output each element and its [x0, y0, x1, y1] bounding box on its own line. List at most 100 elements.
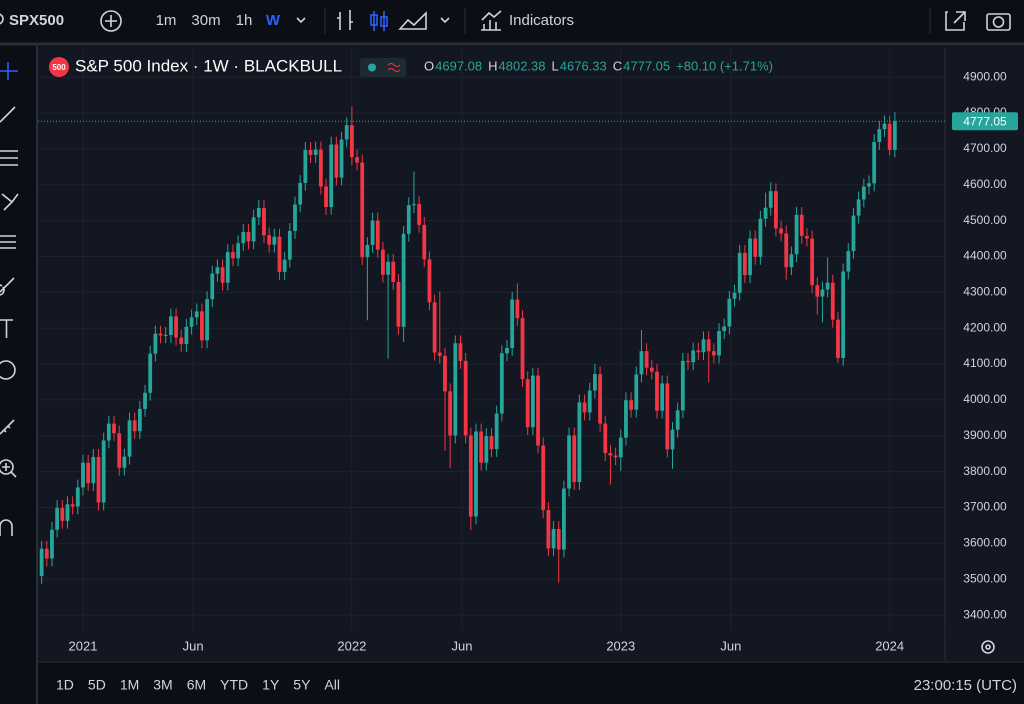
- candle-body: [262, 208, 266, 236]
- brush-tool[interactable]: [0, 277, 15, 296]
- candle-body: [892, 121, 897, 150]
- crosshair-tool[interactable]: [0, 62, 18, 80]
- candle-body: [613, 455, 618, 458]
- candle-body: [205, 299, 209, 341]
- range-button[interactable]: 5D: [88, 677, 106, 693]
- candle-body: [427, 259, 432, 303]
- indicators-button[interactable]: Indicators: [509, 12, 574, 29]
- ohlc-letter: L: [552, 58, 559, 73]
- interval-active[interactable]: W: [266, 12, 281, 29]
- chevron[interactable]: [296, 17, 306, 24]
- publish-icon[interactable]: [945, 11, 966, 31]
- candle-body: [468, 435, 473, 517]
- candle-body: [246, 232, 251, 242]
- candle-body: [701, 339, 706, 353]
- axes: 3400.00 3500.00 3600.00 3700.00 3800.00 3900.…: [38, 69, 1018, 653]
- candle-body: [349, 125, 354, 158]
- line-tool[interactable]: [0, 106, 16, 123]
- snapshot-lens: [992, 16, 1005, 28]
- badge-text: 500: [52, 63, 66, 72]
- pattern-tool[interactable]: [1, 193, 19, 211]
- candle-body: [872, 142, 877, 184]
- zoom-tool[interactable]: [0, 459, 14, 475]
- y-tick-label: 4900.00: [963, 69, 1007, 83]
- candle-body: [649, 367, 654, 372]
- range-button[interactable]: 6M: [187, 677, 206, 693]
- interval[interactable]: 30m: [191, 12, 220, 29]
- candle-body: [184, 326, 189, 344]
- status-pill[interactable]: [360, 58, 406, 77]
- badge: [49, 57, 69, 77]
- candle-body: [877, 129, 882, 143]
- emoji-tool[interactable]: [0, 360, 16, 380]
- candle-body: [567, 435, 571, 489]
- candle-body: [587, 390, 592, 413]
- range-button[interactable]: 1Y: [262, 677, 280, 693]
- candle-body: [841, 271, 846, 358]
- candle-body: [525, 379, 530, 428]
- candle-body: [856, 199, 861, 216]
- x-tick-label: 2023: [606, 638, 635, 653]
- interval[interactable]: 1h: [236, 12, 253, 29]
- y-tick-label: 3700.00: [963, 500, 1007, 514]
- range-button[interactable]: 1M: [120, 677, 139, 693]
- ohlc-value: 4697.08: [435, 58, 482, 73]
- x-tick-label: 2022: [337, 638, 366, 653]
- area-icon[interactable]: [398, 11, 427, 30]
- magnet-tool[interactable]: [0, 519, 13, 536]
- projection-tool[interactable]: [0, 235, 16, 249]
- candle-body: [541, 445, 546, 511]
- settings-icon[interactable]: [981, 640, 995, 654]
- candle-body: [499, 353, 504, 414]
- x-tick-label: Jun: [720, 638, 741, 653]
- candle-body: [494, 413, 499, 450]
- measure-tool[interactable]: [0, 419, 15, 435]
- range-button[interactable]: 3M: [153, 677, 172, 693]
- y-tick-label: 4500.00: [963, 213, 1007, 227]
- ohlc-value: 4777.05: [623, 58, 670, 73]
- candle-body: [117, 433, 122, 468]
- candle-body: [706, 339, 711, 352]
- y-tick-label: 4700.00: [963, 141, 1007, 155]
- candle-body: [660, 383, 665, 411]
- candle-body: [644, 351, 649, 368]
- ohlc-value: 4802.38: [499, 58, 546, 73]
- candle-body: [241, 232, 246, 244]
- ohlc-letter: O: [424, 58, 434, 73]
- range-button[interactable]: 5Y: [293, 677, 311, 693]
- fib-tool[interactable]: [0, 150, 18, 166]
- candle-body: [753, 238, 758, 257]
- interval[interactable]: 1m: [156, 12, 177, 29]
- candle-body: [598, 374, 602, 424]
- candle-body: [70, 504, 75, 507]
- y-tick-label: 3500.00: [963, 571, 1007, 585]
- candle-body: [127, 420, 132, 457]
- settings-icon-center: [985, 644, 991, 650]
- candle-body: [784, 233, 789, 268]
- candle-body: [448, 391, 453, 436]
- symbol[interactable]: SPX500: [9, 12, 64, 29]
- candle-body: [60, 507, 65, 521]
- candle-body: [670, 429, 675, 450]
- candle-body: [608, 453, 613, 456]
- chevron[interactable]: [440, 17, 450, 24]
- candle-body: [422, 224, 427, 260]
- candle-body: [132, 420, 137, 432]
- range-button[interactable]: YTD: [220, 677, 248, 693]
- candle-body: [474, 431, 478, 517]
- x-tick-label: Jun: [183, 638, 204, 653]
- bars-icon[interactable]: [337, 10, 353, 30]
- candle-body: [158, 333, 163, 336]
- add-symbol[interactable]: [100, 10, 122, 32]
- candle-body: [867, 183, 871, 187]
- candle-body: [717, 331, 721, 356]
- indicators-icon[interactable]: [481, 10, 502, 31]
- snapshot-icon[interactable]: [986, 13, 1011, 31]
- candle-body: [737, 252, 742, 293]
- y-tick-label: 3600.00: [963, 536, 1007, 550]
- range-button[interactable]: 1D: [56, 677, 74, 693]
- candle-body: [122, 456, 127, 468]
- status-icon: [387, 63, 401, 72]
- range-button[interactable]: All: [324, 677, 340, 693]
- text-tool[interactable]: [0, 319, 13, 338]
